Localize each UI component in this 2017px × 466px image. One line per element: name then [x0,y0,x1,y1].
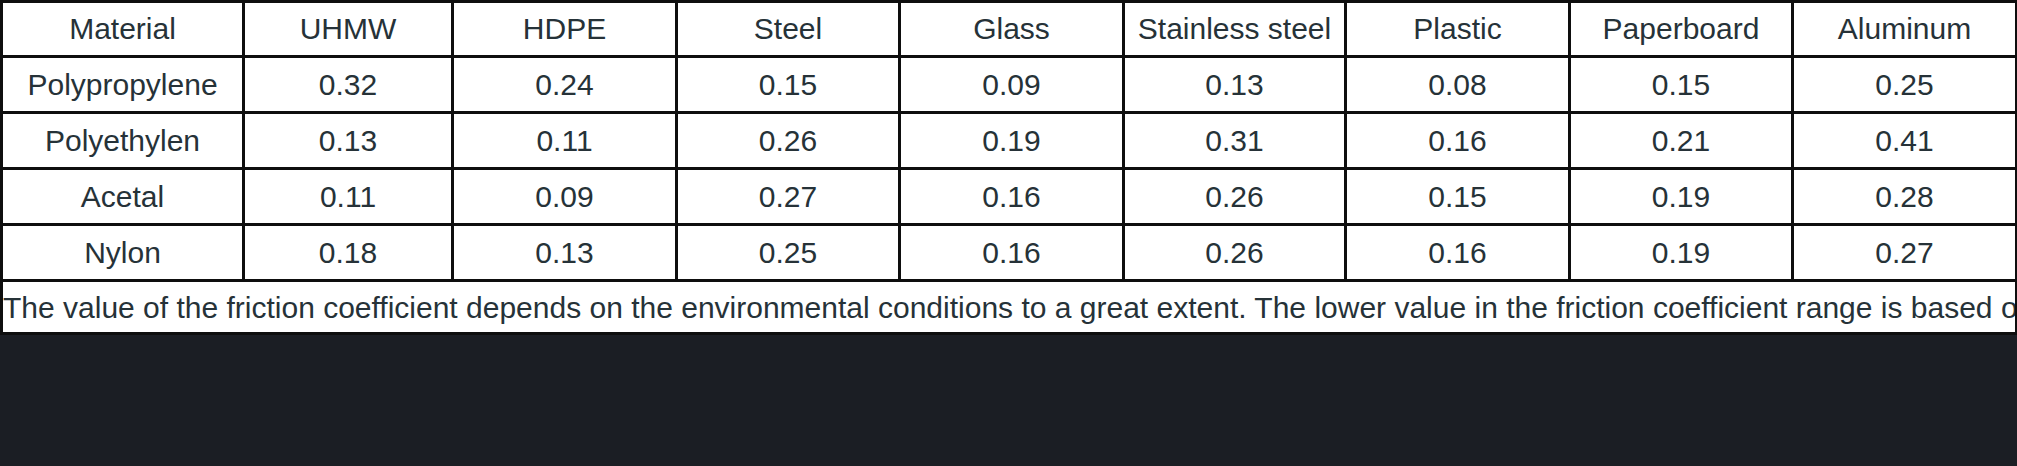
table-row: Acetal0.110.090.270.160.260.150.190.28 [2,169,2017,225]
coefficient-cell: 0.09 [900,57,1124,113]
coefficient-cell: 0.15 [677,57,900,113]
coefficient-cell: 0.16 [1346,225,1570,281]
coefficient-cell: 0.25 [1793,57,2017,113]
bottom-dark-bar [0,335,2017,466]
coefficient-cell: 0.16 [900,169,1124,225]
column-header-steel: Steel [677,2,900,57]
column-header-glass: Glass [900,2,1124,57]
column-header-aluminum: Aluminum [1793,2,2017,57]
coefficient-cell: 0.26 [1124,225,1346,281]
column-header-hdpe: HDPE [453,2,677,57]
header-row: Material UHMW HDPE Steel Glass Stainless… [2,2,2017,57]
column-header-paperboard: Paperboard [1570,2,1793,57]
coefficient-cell: 0.15 [1570,57,1793,113]
table-body: Polypropylene0.320.240.150.090.130.080.1… [2,57,2017,281]
column-header-uhmw: UHMW [244,2,453,57]
coefficient-cell: 0.16 [900,225,1124,281]
note-row: The value of the friction coefficient de… [2,281,2017,334]
coefficient-cell: 0.18 [244,225,453,281]
note-text: The value of the friction coefficient de… [2,281,2017,334]
coefficient-cell: 0.27 [677,169,900,225]
coefficient-cell: 0.28 [1793,169,2017,225]
coefficient-cell: 0.26 [1124,169,1346,225]
coefficient-cell: 0.19 [900,113,1124,169]
material-name-cell: Polypropylene [2,57,244,113]
coefficient-cell: 0.13 [1124,57,1346,113]
table-row: Polyethylen0.130.110.260.190.310.160.210… [2,113,2017,169]
table-footer: The value of the friction coefficient de… [2,281,2017,334]
coefficient-cell: 0.19 [1570,169,1793,225]
coefficient-cell: 0.11 [244,169,453,225]
coefficient-cell: 0.11 [453,113,677,169]
table-row: Polypropylene0.320.240.150.090.130.080.1… [2,57,2017,113]
friction-coefficient-table: Material UHMW HDPE Steel Glass Stainless… [0,0,2017,335]
coefficient-cell: 0.16 [1346,113,1570,169]
coefficient-cell: 0.31 [1124,113,1346,169]
coefficient-cell: 0.13 [244,113,453,169]
coefficient-cell: 0.21 [1570,113,1793,169]
coefficient-cell: 0.09 [453,169,677,225]
material-name-cell: Acetal [2,169,244,225]
coefficient-cell: 0.08 [1346,57,1570,113]
coefficient-cell: 0.26 [677,113,900,169]
page: Material UHMW HDPE Steel Glass Stainless… [0,0,2017,466]
coefficient-cell: 0.41 [1793,113,2017,169]
column-header-stainless-steel: Stainless steel [1124,2,1346,57]
coefficient-cell: 0.19 [1570,225,1793,281]
coefficient-cell: 0.13 [453,225,677,281]
coefficient-cell: 0.24 [453,57,677,113]
coefficient-cell: 0.32 [244,57,453,113]
coefficient-cell: 0.25 [677,225,900,281]
material-name-cell: Polyethylen [2,113,244,169]
column-header-material: Material [2,2,244,57]
coefficient-cell: 0.27 [1793,225,2017,281]
column-header-plastic: Plastic [1346,2,1570,57]
material-name-cell: Nylon [2,225,244,281]
coefficient-cell: 0.15 [1346,169,1570,225]
table-row: Nylon0.180.130.250.160.260.160.190.27 [2,225,2017,281]
table-header: Material UHMW HDPE Steel Glass Stainless… [2,2,2017,57]
